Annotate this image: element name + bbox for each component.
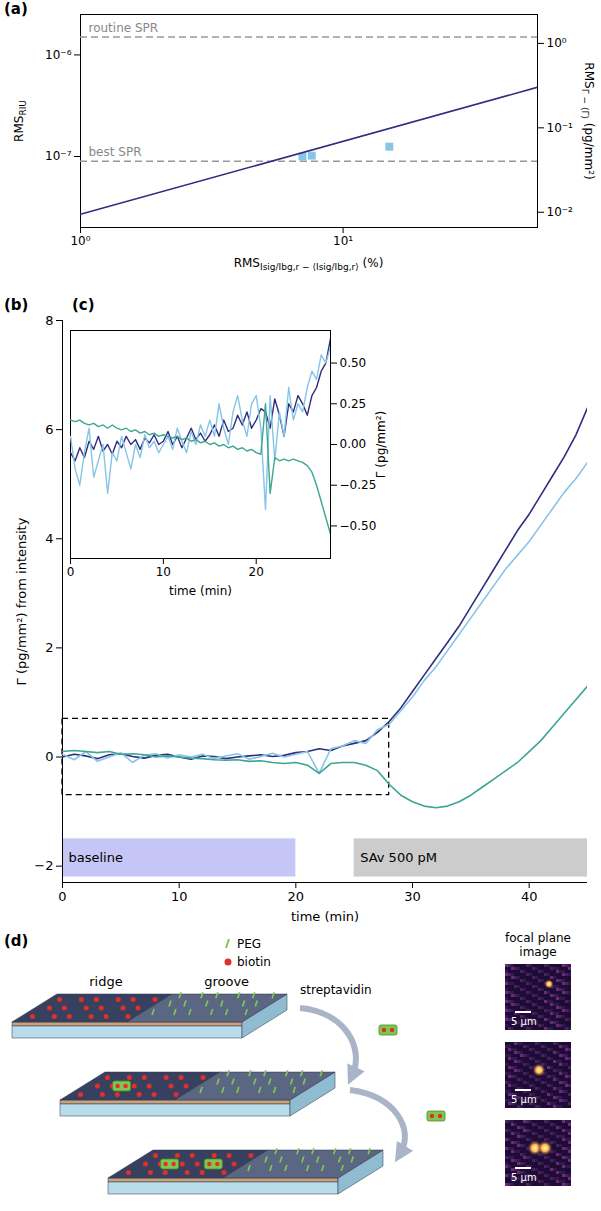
svg-text:time (min): time (min) [291, 909, 359, 924]
html-text:Γ − ⟨Γ⟩: Γ − ⟨Γ⟩ [579, 88, 590, 119]
svg-text:routine SPR: routine SPR [89, 21, 159, 35]
svg-text:focal plane: focal plane [505, 931, 571, 945]
svg-text:10⁻⁷: 10⁻⁷ [45, 149, 72, 163]
svg-text:PEG: PEG [237, 937, 261, 951]
svg-text:−0.25: −0.25 [340, 478, 377, 492]
svg-text:baseline: baseline [69, 850, 123, 865]
svg-text:−0.50: −0.50 [340, 519, 377, 533]
svg-text:10⁰: 10⁰ [547, 36, 567, 50]
svg-text:Γ (pg/mm²): Γ (pg/mm²) [374, 411, 388, 478]
svg-text:Γ (pg/mm²) from intensity: Γ (pg/mm²) from intensity [14, 517, 29, 685]
html-text:(c): (c) [72, 296, 95, 314]
svg-text:20: 20 [249, 565, 264, 579]
html-text:(b): (b) [4, 296, 29, 314]
html-text:(a): (a) [4, 0, 28, 18]
svg-text:0.50: 0.50 [340, 356, 367, 370]
svg-text:5 μm: 5 μm [511, 1172, 537, 1183]
svg-text:ridge: ridge [89, 974, 122, 989]
svg-text:5 μm: 5 μm [511, 1094, 537, 1105]
svg-text:20: 20 [288, 889, 305, 904]
svg-text:0.00: 0.00 [340, 437, 367, 451]
svg-text:image: image [519, 945, 556, 959]
svg-text:0: 0 [58, 889, 66, 904]
svg-text:streptavidin: streptavidin [300, 983, 372, 997]
html-text:(d): (d) [4, 932, 29, 950]
svg-text:10: 10 [156, 565, 171, 579]
svg-text:0.25: 0.25 [340, 397, 367, 411]
svg-text:groove: groove [204, 974, 249, 989]
svg-text:10⁻⁶: 10⁻⁶ [45, 48, 72, 62]
svg-text:5 μm: 5 μm [511, 1016, 537, 1027]
svg-text:−2: −2 [34, 858, 53, 873]
svg-text:6: 6 [45, 422, 53, 437]
svg-text:10⁻²: 10⁻² [547, 205, 574, 219]
svg-text:SAv 500 pM: SAv 500 pM [360, 850, 437, 865]
html-text:RMS: RMS [582, 61, 597, 89]
html-text:RMSIsig/Ibg,r − ⟨Isig/Ibg,r⟩(%: RMSIsig/Ibg,r − ⟨Isig/Ibg,r⟩(%) [233, 255, 384, 273]
svg-text:4: 4 [45, 531, 53, 546]
svg-text:biotin: biotin [237, 955, 271, 969]
svg-text:10⁻¹: 10⁻¹ [547, 121, 574, 135]
svg-text:0: 0 [45, 749, 53, 764]
svg-text:best SPR: best SPR [89, 145, 142, 159]
svg-text:30: 30 [404, 889, 421, 904]
svg-text:10: 10 [171, 889, 188, 904]
svg-text:10¹: 10¹ [333, 234, 353, 248]
svg-text:40: 40 [521, 889, 538, 904]
svg-text:0: 0 [67, 565, 75, 579]
svg-text:2: 2 [45, 640, 53, 655]
html-text:RMS: RMS [11, 115, 26, 142]
html-text:RIU: RIU [18, 99, 29, 116]
svg-text:10⁰: 10⁰ [70, 234, 90, 248]
html-text:(pg/mm²): (pg/mm²) [582, 118, 597, 180]
svg-text:time (min): time (min) [169, 584, 232, 598]
svg-text:8: 8 [45, 313, 53, 328]
